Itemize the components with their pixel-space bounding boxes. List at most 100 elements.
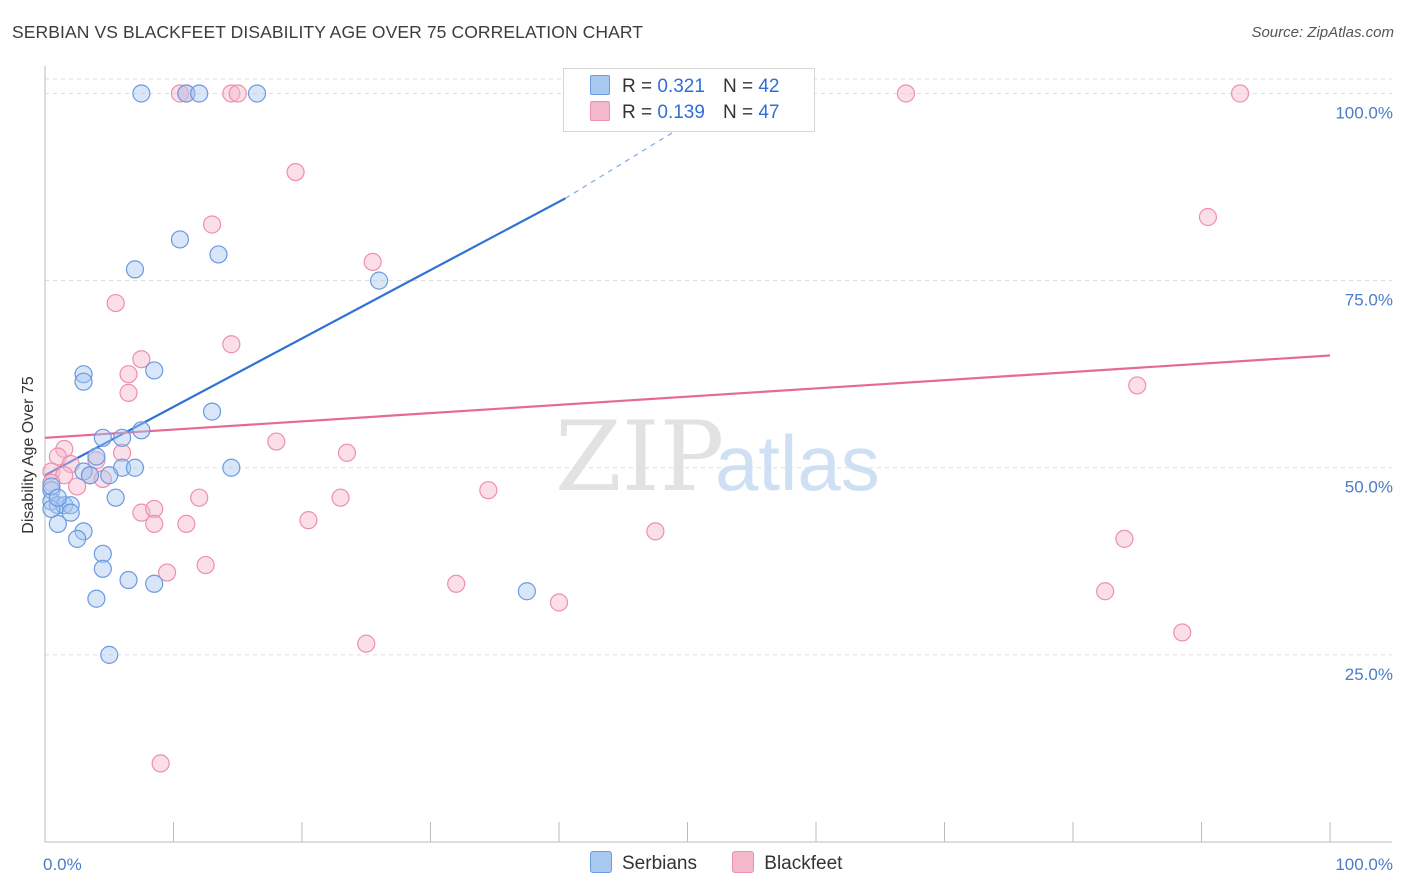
serbians-point bbox=[93, 544, 112, 563]
serbians-point bbox=[61, 503, 80, 522]
serbians-point bbox=[42, 499, 61, 519]
legend-row-blackfeet: R = 0.139 N = 47 bbox=[590, 101, 779, 125]
y-tick-label: 25.0% bbox=[1345, 665, 1393, 684]
data-points bbox=[42, 84, 1250, 773]
serbians-point bbox=[48, 488, 67, 507]
serbians-point bbox=[170, 230, 190, 249]
blackfeet-point bbox=[106, 293, 125, 313]
blackfeet-point bbox=[1115, 529, 1134, 548]
r-label: R = bbox=[622, 76, 653, 97]
legend-item-serbians[interactable]: Serbians bbox=[590, 851, 697, 875]
axes bbox=[44, 66, 1392, 843]
serbians-point bbox=[48, 514, 67, 533]
blackfeet-point bbox=[286, 162, 305, 182]
serbians-point bbox=[132, 84, 151, 103]
blackfeet-point bbox=[190, 488, 209, 507]
blackfeet-legend-label: Blackfeet bbox=[764, 853, 843, 874]
chart-title: SERBIAN VS BLACKFEET DISABILITY AGE OVER… bbox=[12, 22, 644, 42]
blackfeet-n-value: 47 bbox=[758, 102, 780, 123]
serbians-point bbox=[74, 365, 93, 384]
blackfeet-trend-line bbox=[44, 354, 1331, 439]
serbians-trend-line bbox=[44, 197, 566, 477]
blackfeet-point bbox=[112, 443, 132, 462]
blackfeet-point bbox=[363, 252, 382, 272]
blackfeet-point bbox=[896, 84, 916, 103]
blackfeet-legend-swatch bbox=[732, 851, 755, 873]
n-label: N = bbox=[722, 102, 754, 123]
n-label: N = bbox=[722, 76, 754, 97]
blackfeet-point bbox=[132, 350, 151, 369]
blackfeet-r-value: 0.139 bbox=[657, 102, 705, 123]
blackfeet-point bbox=[267, 432, 286, 451]
blackfeet-point bbox=[202, 215, 222, 234]
serbians-point bbox=[93, 428, 112, 447]
y-tick-label: 75.0% bbox=[1345, 291, 1393, 310]
blackfeet-point bbox=[331, 488, 350, 507]
blackfeet-point bbox=[447, 574, 466, 593]
blackfeet-swatch bbox=[590, 101, 610, 121]
serbians-point bbox=[517, 582, 536, 601]
blackfeet-point bbox=[145, 514, 164, 533]
serbians-point bbox=[209, 245, 228, 264]
correlation-legend: R = 0.321 N = 42 R = 0.139 N = 47 bbox=[563, 68, 815, 132]
watermark: ZIP atlas bbox=[555, 401, 880, 513]
tick-labels: 25.0% 50.0% 75.0% 100.0% 0.0% 100.0% bbox=[43, 103, 1393, 874]
blackfeet-point bbox=[1198, 207, 1218, 227]
serbians-point bbox=[100, 645, 119, 664]
serbians-point bbox=[190, 84, 209, 103]
blackfeet-point bbox=[119, 365, 138, 384]
serbians-point bbox=[42, 477, 61, 496]
serbians-point bbox=[93, 559, 112, 578]
serbians-n-value: 42 bbox=[758, 76, 780, 97]
blackfeet-point bbox=[170, 84, 190, 103]
watermark-zip: ZIP bbox=[555, 401, 724, 513]
blackfeet-point bbox=[549, 593, 569, 612]
legend-item-blackfeet[interactable]: Blackfeet bbox=[732, 851, 842, 875]
blackfeet-point bbox=[1230, 84, 1250, 103]
serbians-trend-extension bbox=[565, 122, 688, 199]
serbians-point bbox=[87, 447, 106, 466]
serbians-point bbox=[370, 271, 389, 290]
r-label: R = bbox=[622, 102, 653, 123]
blackfeet-point bbox=[151, 754, 170, 773]
trend-lines bbox=[44, 122, 1331, 477]
blackfeet-point bbox=[196, 555, 215, 575]
series-legend: Serbians Blackfeet bbox=[590, 851, 872, 875]
blackfeet-point bbox=[222, 84, 241, 103]
blackfeet-point bbox=[228, 84, 247, 103]
serbians-legend-swatch bbox=[590, 851, 612, 873]
serbians-point bbox=[74, 522, 93, 541]
serbians-point bbox=[132, 421, 151, 440]
blackfeet-point bbox=[1173, 623, 1192, 642]
x-tick-label: 0.0% bbox=[43, 855, 82, 874]
serbians-point bbox=[87, 589, 106, 608]
watermark-atlas: atlas bbox=[715, 419, 880, 507]
y-axis-title: Disability Age Over 75 bbox=[20, 376, 37, 534]
serbians-legend-label: Serbians bbox=[622, 853, 697, 874]
serbians-point bbox=[222, 458, 241, 477]
serbians-point bbox=[145, 574, 164, 593]
serbians-point bbox=[125, 260, 145, 279]
blackfeet-point bbox=[357, 634, 376, 653]
serbians-point bbox=[119, 570, 138, 590]
serbians-point bbox=[247, 84, 267, 103]
legend-row-serbians: R = 0.321 N = 42 bbox=[590, 75, 779, 99]
blackfeet-point bbox=[157, 563, 177, 582]
blackfeet-point bbox=[68, 477, 87, 496]
blackfeet-point bbox=[145, 499, 164, 519]
blackfeet-point bbox=[479, 481, 498, 500]
blackfeet-point bbox=[337, 443, 357, 462]
serbians-point bbox=[112, 428, 132, 447]
blackfeet-point bbox=[646, 522, 665, 541]
blackfeet-point bbox=[1096, 582, 1115, 601]
y-tick-label: 50.0% bbox=[1345, 478, 1393, 497]
serbians-point bbox=[80, 466, 100, 485]
serbians-point bbox=[106, 488, 125, 507]
blackfeet-point bbox=[177, 514, 196, 533]
blackfeet-point bbox=[299, 511, 318, 530]
serbians-swatch bbox=[590, 75, 610, 95]
y-tick-label: 100.0% bbox=[1335, 103, 1393, 122]
x-tick-label: 100.0% bbox=[1335, 855, 1393, 874]
source-credit: Source: ZipAtlas.com bbox=[1251, 24, 1394, 41]
blackfeet-point bbox=[1128, 376, 1147, 395]
